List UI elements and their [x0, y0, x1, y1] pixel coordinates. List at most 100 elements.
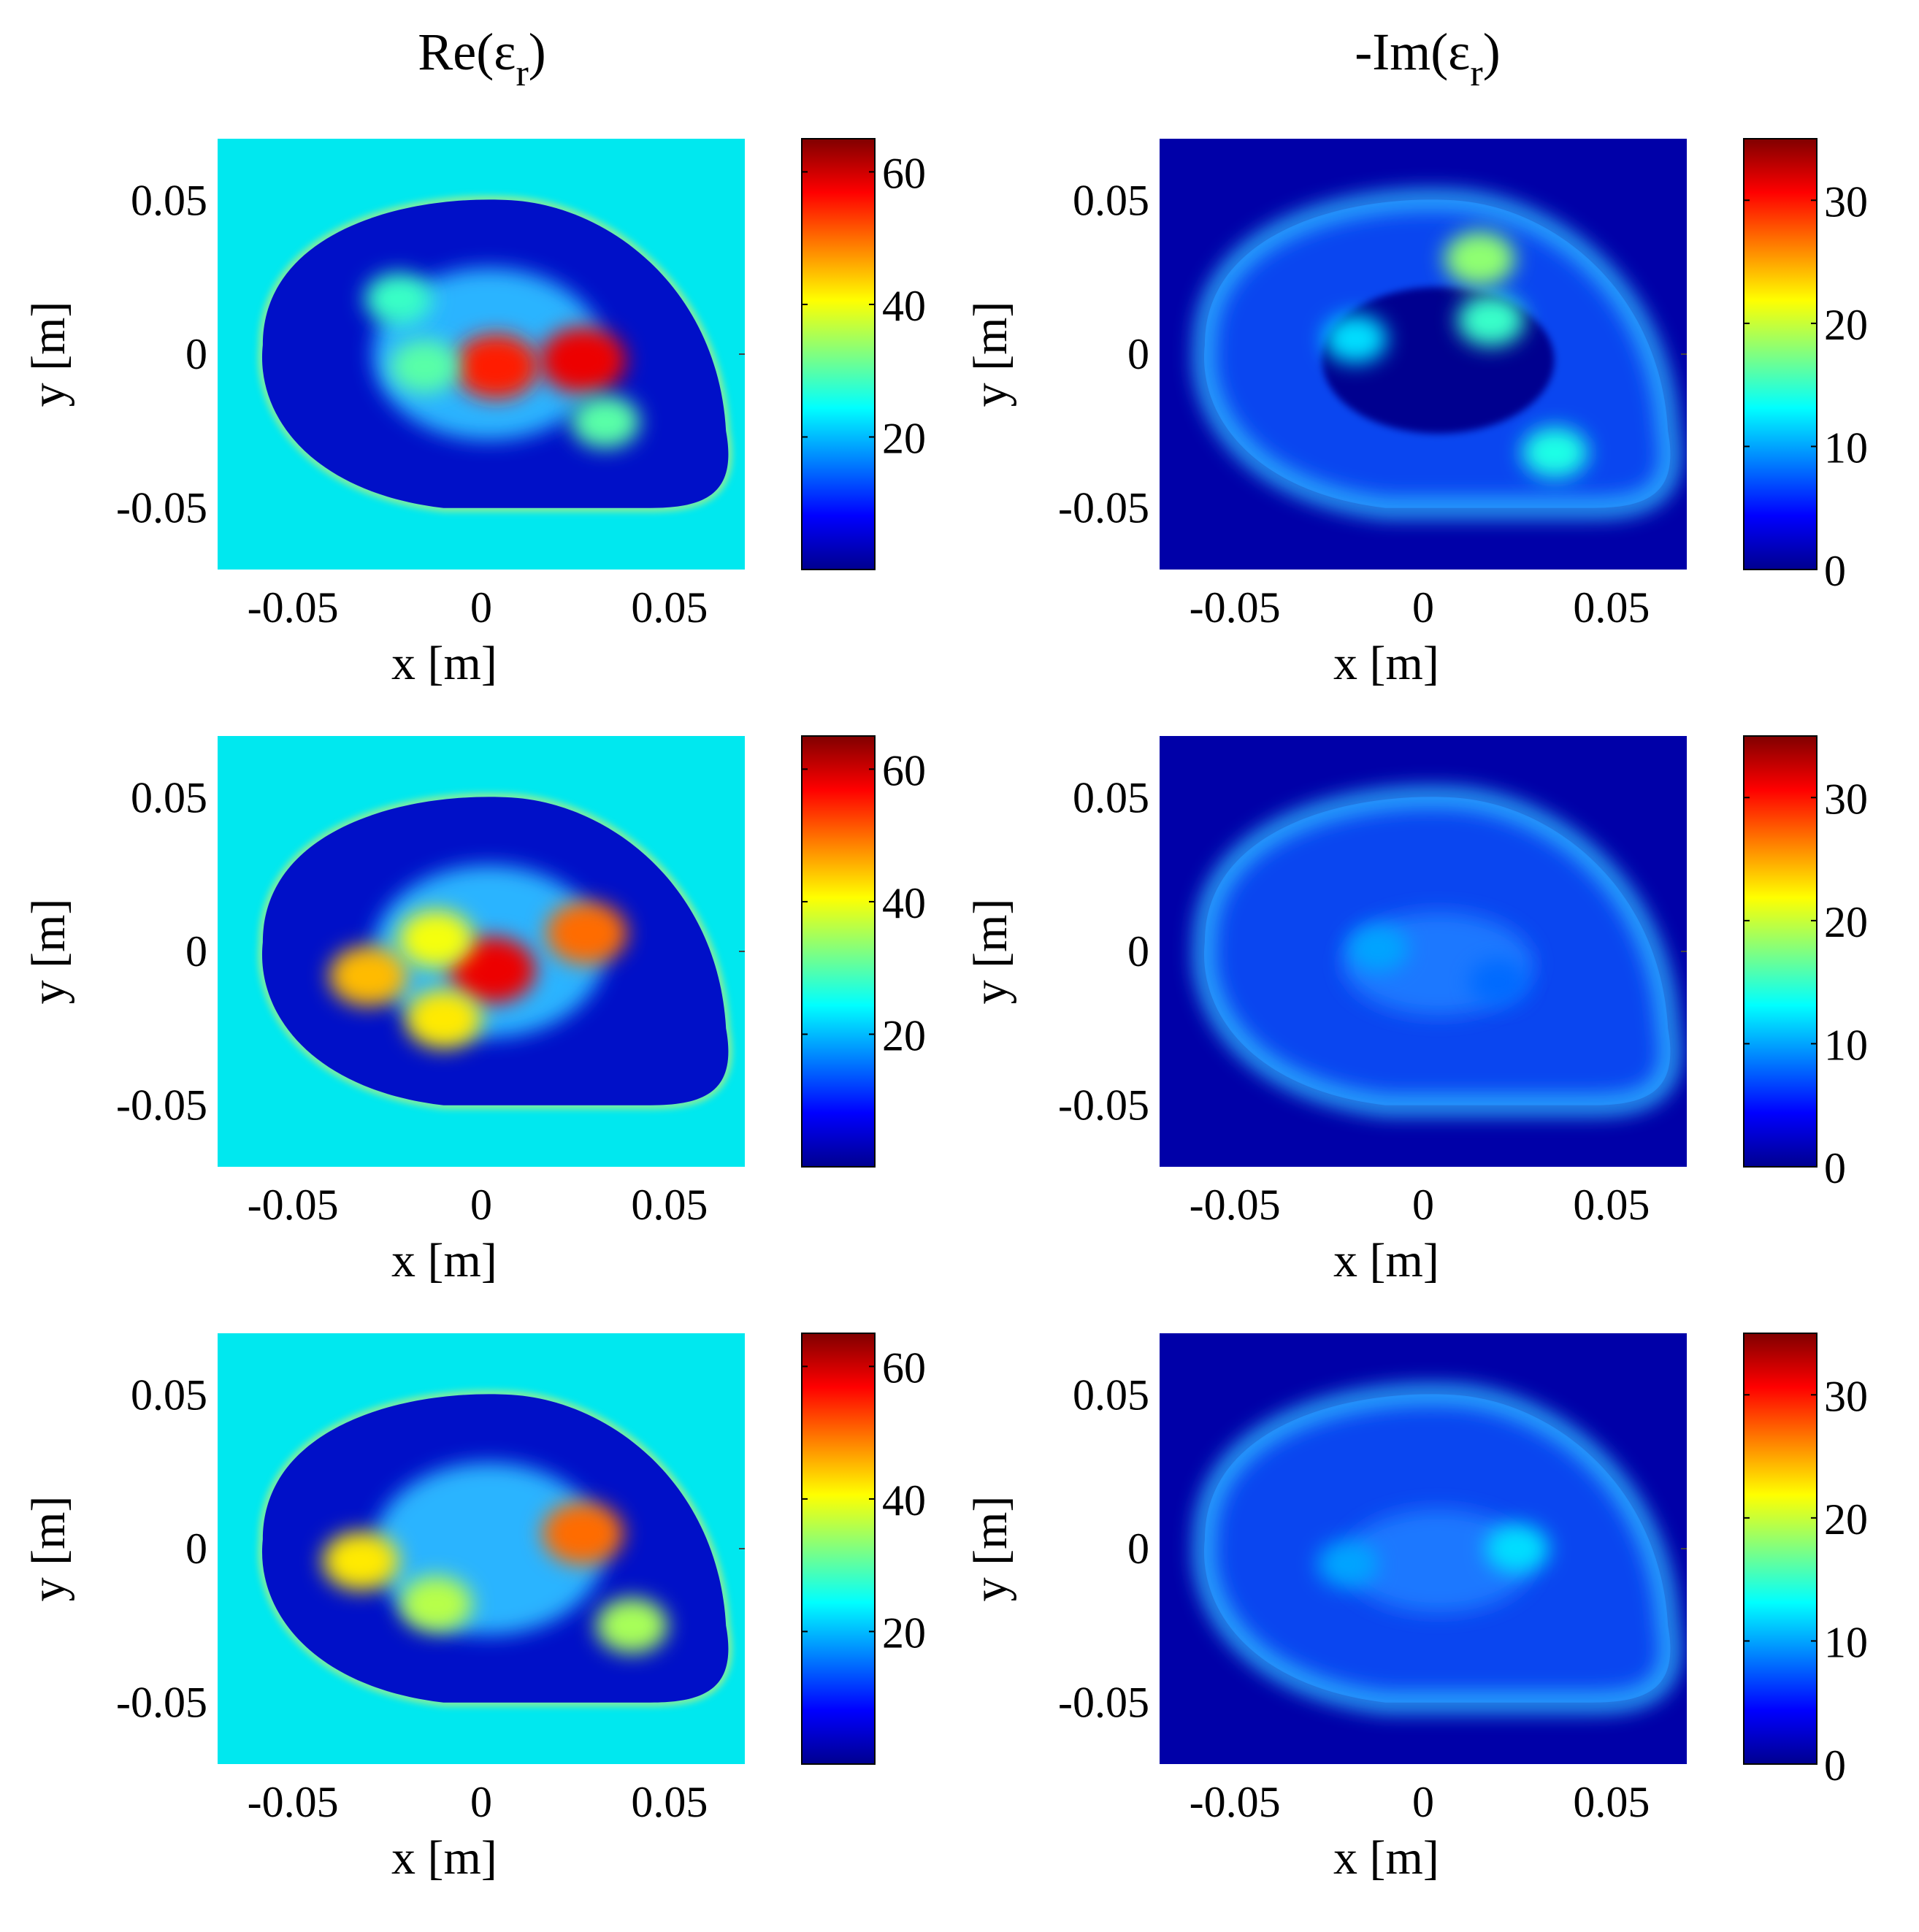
hotspot — [1457, 294, 1525, 347]
colorbar-tick-label: 40 — [882, 879, 926, 927]
col-title-re: Re(εr) — [418, 23, 546, 94]
panel-im-1: -0.05 0 0.05 0.05 0 -0.05 x [m] y [m] 0 10 20 30 — [964, 138, 1868, 690]
colorbar — [1743, 1333, 1818, 1765]
x-tick-label: 0 — [1412, 1778, 1434, 1826]
x-axis-label: x [m] — [391, 637, 497, 690]
colorbar-tick-label: 30 — [1824, 177, 1868, 226]
x-axis-label: x [m] — [1333, 637, 1439, 690]
hotspot — [1485, 1524, 1550, 1573]
panel-im-2: -0.05 0 0.05 0.05 0 -0.05 x [m] y [m] 0 10 20 30 — [964, 735, 1868, 1287]
colorbar — [1743, 735, 1818, 1168]
colorbar-tick-label: 40 — [882, 282, 926, 330]
panel-re-3: -0.05 0 0.05 0.05 0 -0.05 x [m] y [m] 20 40 60 — [22, 1333, 926, 1885]
hotspot — [545, 901, 628, 965]
colorbar-tick-label: 30 — [1824, 1372, 1868, 1420]
colorbar-tick-label: 0 — [1824, 1741, 1846, 1790]
col-title-im: -Im(εr) — [1355, 23, 1500, 94]
x-axis-label: x [m] — [391, 1831, 497, 1885]
hotspot — [1522, 427, 1588, 478]
y-axis-label: y [m] — [964, 302, 1017, 407]
y-tick-label: -0.05 — [116, 1081, 207, 1130]
x-tick-label: 0 — [470, 583, 492, 632]
x-tick-label: 0.05 — [631, 1778, 708, 1826]
y-axis-label: y [m] — [964, 899, 1017, 1005]
y-axis-label: y [m] — [964, 1496, 1017, 1602]
x-tick-label: 0 — [1412, 1181, 1434, 1229]
y-tick-label: -0.05 — [1058, 1679, 1149, 1727]
hotspot — [449, 936, 536, 1003]
hotspot — [542, 1502, 624, 1565]
x-tick-label: 0.05 — [1573, 583, 1650, 632]
x-tick-label: 0.05 — [1573, 1778, 1650, 1826]
y-tick-label: 0.05 — [1073, 773, 1149, 821]
x-tick-label: -0.05 — [1190, 583, 1281, 632]
hotspot — [364, 272, 432, 325]
colorbar-tick-label: 20 — [1824, 1495, 1868, 1544]
x-tick-label: 0 — [1412, 583, 1434, 632]
x-axis-label: x [m] — [1333, 1234, 1439, 1287]
colorbar — [1743, 138, 1818, 570]
x-tick-label: -0.05 — [248, 1181, 339, 1229]
panel-re-1: -0.05 0 0.05 0.05 0 -0.05 x [m] y [m] 20 40 60 — [22, 138, 926, 690]
y-axis-label: y [m] — [22, 899, 75, 1005]
colorbar-tick-label: 20 — [882, 414, 926, 462]
hotspot — [390, 340, 459, 394]
hotspot — [405, 989, 482, 1049]
y-tick-label: -0.05 — [1058, 484, 1149, 532]
hotspot — [399, 1576, 472, 1633]
colorbar-tick-label: 10 — [1824, 423, 1868, 472]
y-tick-label: 0.05 — [131, 1371, 207, 1419]
y-tick-label: 0 — [1127, 1525, 1149, 1573]
colorbar-tick-label: 20 — [882, 1011, 926, 1059]
x-tick-label: 0.05 — [1573, 1181, 1650, 1229]
x-tick-label: 0 — [470, 1181, 492, 1229]
y-tick-label: 0 — [1127, 330, 1149, 378]
x-tick-label: 0 — [470, 1778, 492, 1826]
y-axis-label: y [m] — [22, 1496, 75, 1602]
panel-re-2: -0.05 0 0.05 0.05 0 -0.05 x [m] y [m] 20 40 60 — [22, 735, 926, 1287]
hotspot — [539, 326, 627, 394]
x-axis-label: x [m] — [391, 1234, 497, 1287]
colorbar-tick-label: 60 — [882, 746, 926, 794]
hotspot — [322, 1531, 399, 1591]
object-rim — [1195, 1384, 1680, 1712]
x-tick-label: -0.05 — [248, 1778, 339, 1826]
hotspot — [571, 395, 640, 448]
hotspot — [1347, 924, 1409, 973]
y-tick-label: -0.05 — [116, 484, 207, 532]
colorbar — [801, 138, 876, 570]
colorbar-tick-label: 40 — [882, 1476, 926, 1525]
colorbar-tick-label: 30 — [1824, 775, 1868, 823]
object-core — [1343, 1509, 1533, 1613]
y-tick-label: 0.05 — [131, 176, 207, 224]
colorbar-tick-label: 10 — [1824, 1021, 1868, 1069]
object-rim — [1195, 190, 1680, 518]
x-tick-label: -0.05 — [248, 583, 339, 632]
hotspot — [1444, 231, 1515, 286]
colorbar-tick-label: 60 — [882, 1343, 926, 1392]
colorbar-tick-label: 0 — [1824, 547, 1846, 595]
x-axis-label: x [m] — [1333, 1831, 1439, 1885]
y-tick-label: -0.05 — [1058, 1081, 1149, 1130]
colorbar — [801, 735, 876, 1168]
y-tick-label: 0 — [1127, 927, 1149, 975]
hotspot — [1468, 959, 1528, 1005]
x-tick-label: -0.05 — [1190, 1181, 1281, 1229]
hotspot — [453, 334, 539, 399]
hotspot — [398, 910, 474, 968]
colorbar-tick-label: 60 — [882, 149, 926, 197]
hotspot — [596, 1598, 668, 1654]
y-tick-label: 0.05 — [1073, 176, 1149, 224]
y-tick-label: -0.05 — [116, 1679, 207, 1727]
y-tick-label: 0 — [185, 330, 207, 378]
y-tick-label: 0.05 — [131, 773, 207, 821]
x-tick-label: 0.05 — [631, 1181, 708, 1229]
colorbar-tick-label: 0 — [1824, 1144, 1846, 1192]
colorbar-tick-label: 20 — [882, 1609, 926, 1657]
object-rim — [1195, 787, 1680, 1115]
y-tick-label: 0 — [185, 927, 207, 975]
y-axis-label: y [m] — [22, 302, 75, 407]
y-tick-label: 0 — [185, 1525, 207, 1573]
colorbar — [801, 1333, 876, 1765]
